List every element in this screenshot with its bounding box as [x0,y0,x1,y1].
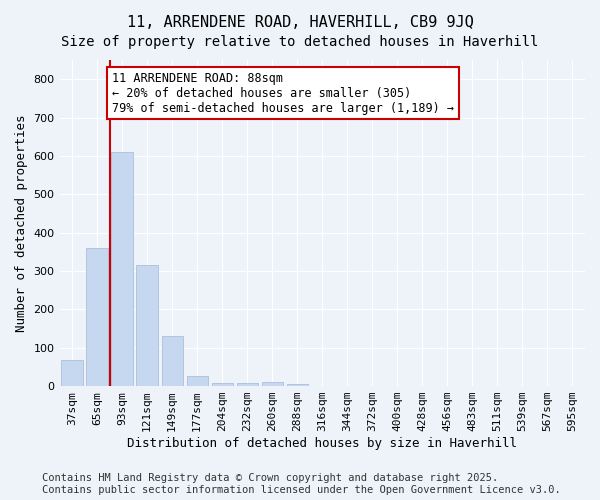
Text: Contains HM Land Registry data © Crown copyright and database right 2025.
Contai: Contains HM Land Registry data © Crown c… [42,474,561,495]
Bar [262,382,283,386]
Bar [187,376,208,386]
Bar [161,336,183,386]
Bar [212,383,233,386]
Text: Size of property relative to detached houses in Haverhill: Size of property relative to detached ho… [61,35,539,49]
Y-axis label: Number of detached properties: Number of detached properties [15,114,28,332]
Bar [61,360,83,386]
X-axis label: Distribution of detached houses by size in Haverhill: Distribution of detached houses by size … [127,437,517,450]
Bar [136,265,158,386]
Text: 11, ARRENDENE ROAD, HAVERHILL, CB9 9JQ: 11, ARRENDENE ROAD, HAVERHILL, CB9 9JQ [127,15,473,30]
Bar [287,384,308,386]
Bar [86,248,108,386]
Bar [236,383,258,386]
Text: 11 ARRENDENE ROAD: 88sqm
← 20% of detached houses are smaller (305)
79% of semi-: 11 ARRENDENE ROAD: 88sqm ← 20% of detach… [112,72,454,114]
Bar [112,152,133,386]
